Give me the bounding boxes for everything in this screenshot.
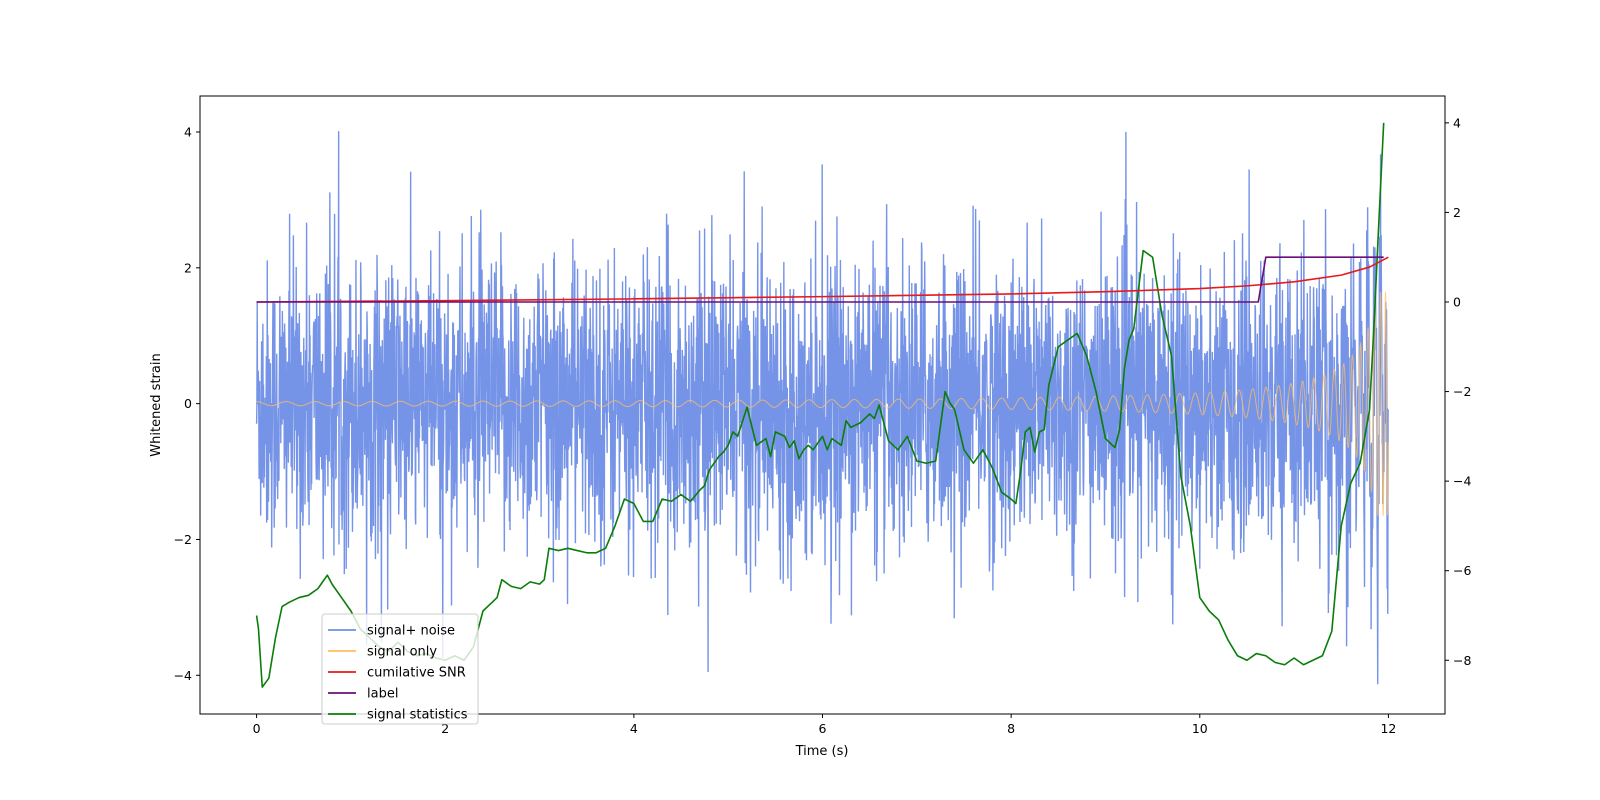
cumilative-snr-line [256, 256, 1389, 303]
y-axis-left: −4 −2 0 2 4 [174, 124, 200, 683]
y-tick-label: 4 [184, 124, 192, 139]
legend-label: signal statistics [367, 708, 468, 723]
y-tick-label: 2 [184, 260, 192, 275]
legend-label: signal only [367, 645, 437, 660]
y2-tick-label: −6 [1453, 563, 1471, 578]
signal-only-line [256, 291, 1389, 517]
y2-tick-label: −4 [1453, 474, 1471, 489]
signal-only-series [256, 291, 1389, 517]
x-tick-label: 10 [1192, 721, 1208, 736]
y2-tick-label: 0 [1453, 295, 1461, 310]
y2-tick-label: 4 [1453, 115, 1461, 130]
y-tick-label: 0 [184, 396, 192, 411]
legend: signal+ noise signal only cumilative SNR la… [321, 613, 479, 725]
signal-noise-line [255, 131, 1390, 685]
x-axis-label: Time (s) [795, 744, 849, 759]
x-tick-label: 0 [253, 721, 261, 736]
y-tick-label: −2 [174, 532, 192, 547]
label-line [256, 256, 1384, 303]
y-tick-label: −4 [174, 668, 192, 683]
legend-label: label [367, 687, 398, 702]
y2-tick-label: −2 [1453, 384, 1471, 399]
x-tick-label: 12 [1380, 721, 1396, 736]
legend-box [321, 613, 479, 725]
signal-noise-series [255, 131, 1390, 685]
y-axis-right: −8 −6 −4 −2 0 2 4 [1445, 115, 1471, 668]
x-tick-label: 6 [819, 721, 827, 736]
x-tick-label: 2 [441, 721, 449, 736]
x-tick-label: 8 [1007, 721, 1015, 736]
legend-label: cumilative SNR [367, 666, 466, 681]
legend-label: signal+ noise [367, 624, 455, 639]
y-axis-label: Whitened strain [149, 353, 164, 456]
y2-tick-label: −8 [1453, 653, 1471, 668]
x-tick-label: 4 [630, 721, 638, 736]
y2-tick-label: 2 [1453, 205, 1461, 220]
